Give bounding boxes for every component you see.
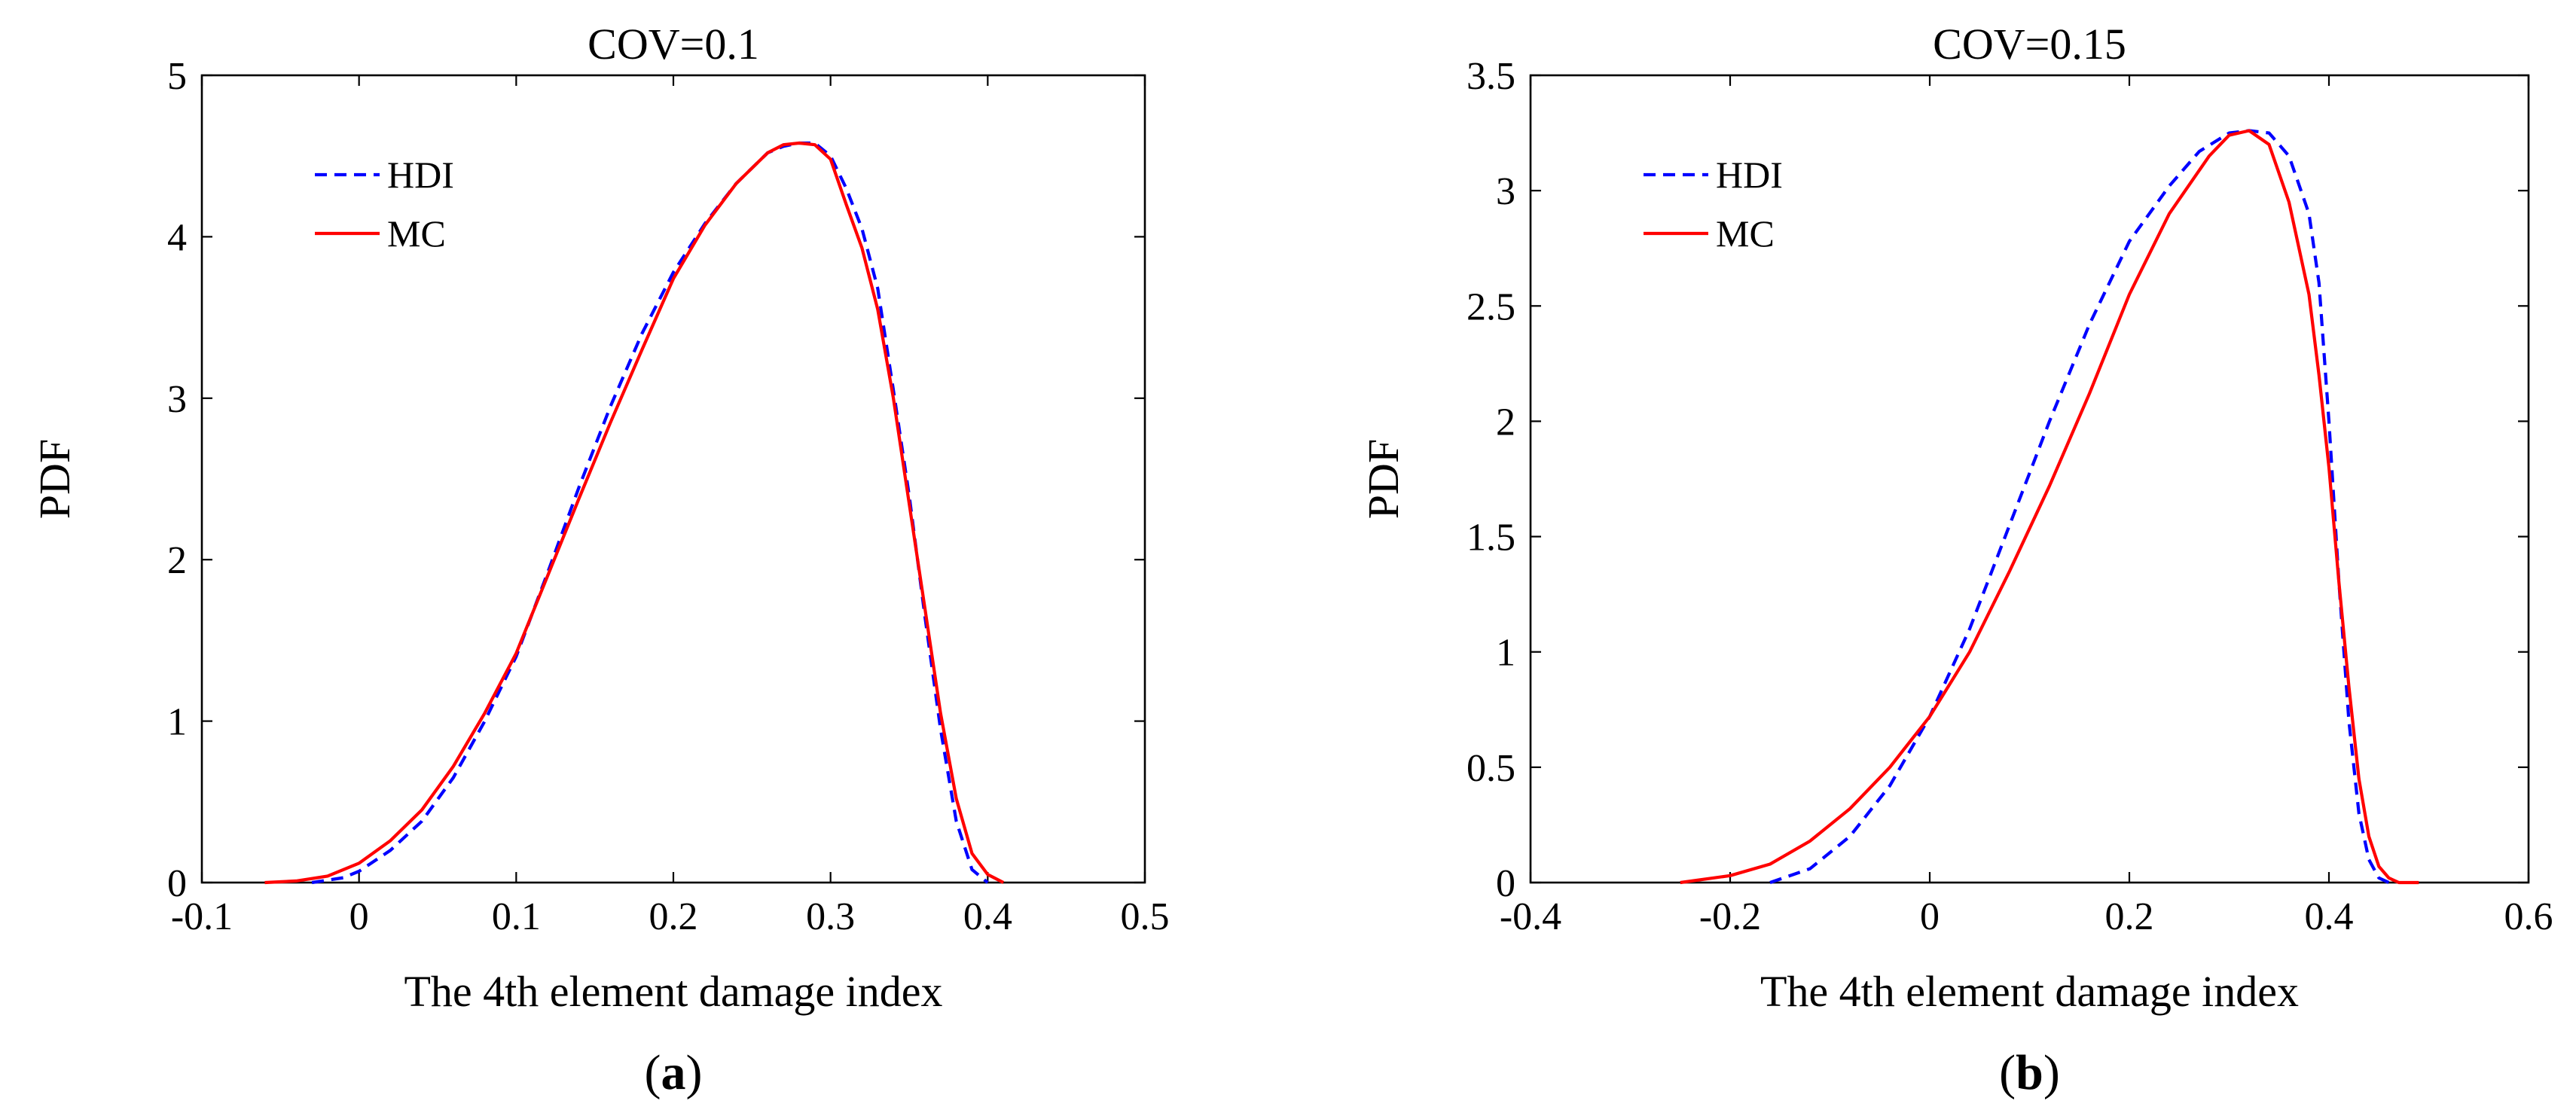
legend-label-hdi: HDI — [1716, 154, 1783, 196]
legend-label-mc: MC — [1716, 212, 1775, 255]
plot-area — [200, 74, 1146, 884]
y-tick-label: 1.5 — [1467, 517, 1515, 560]
chart-title: COV=0.1 — [588, 20, 759, 69]
y-tick-label: 2 — [167, 539, 187, 582]
x-tick-label: 0.3 — [806, 895, 855, 938]
y-tick-label: 3 — [167, 378, 187, 421]
y-tick-label: 3.5 — [1467, 55, 1515, 98]
legend-label-mc: MC — [387, 212, 446, 255]
series-layer — [264, 141, 1005, 885]
y-tick-label: 5 — [167, 55, 187, 98]
chart-title: COV=0.15 — [1933, 20, 2126, 69]
x-tick-label: 0 — [349, 895, 369, 938]
y-tick-label: 0 — [1496, 862, 1515, 905]
panel-letter: a — [661, 1045, 686, 1100]
x-tick-label: 0 — [1920, 895, 1940, 938]
legend-label-hdi: HDI — [387, 154, 454, 196]
y-tick-label: 1 — [1496, 632, 1515, 675]
x-axis-label: The 4th element damage index — [1760, 967, 2299, 1016]
series-layer — [1680, 129, 2419, 885]
x-axis: -0.4 -0.2 0 0.2 0.4 0.6 — [1500, 75, 2553, 938]
y-tick-label: 0 — [167, 862, 187, 905]
y-tick-label: 3 — [1496, 170, 1515, 213]
y-tick-label: 4 — [167, 216, 187, 259]
y-axis: 0 1 2 3 4 5 — [167, 55, 1145, 905]
chart-panel-b: COV=0.15 -0.4 -0.2 0 0.2 0.4 0.6 0 0.5 1 1.5 2 2.5… — [1359, 20, 2553, 1100]
x-tick-label: 0.5 — [1121, 895, 1170, 938]
y-tick-label: 2.5 — [1467, 285, 1515, 328]
legend: HDI MC — [315, 154, 454, 255]
x-tick-label: 0.4 — [2305, 895, 2354, 938]
series-line-hdi — [1769, 129, 2390, 884]
x-tick-label: -0.1 — [171, 895, 233, 938]
panel-caption: (b) — [1999, 1045, 2060, 1100]
y-tick-label: 0.5 — [1467, 747, 1515, 790]
panel-caption: (a) — [645, 1045, 703, 1100]
x-tick-label: 0.4 — [963, 895, 1012, 938]
legend: HDI MC — [1644, 154, 1783, 255]
panel-letter: b — [2016, 1045, 2043, 1100]
y-axis-label: PDF — [1359, 439, 1408, 519]
x-tick-label: 0.1 — [492, 895, 541, 938]
x-tick-label: -0.2 — [1699, 895, 1761, 938]
x-tick-label: 0.2 — [649, 895, 698, 938]
x-tick-label: -0.4 — [1500, 895, 1561, 938]
y-tick-label: 2 — [1496, 401, 1515, 444]
y-axis: 0 0.5 1 1.5 2 2.5 3 3.5 — [1467, 55, 2529, 905]
y-tick-label: 1 — [167, 701, 187, 744]
x-axis: -0.1 0 0.1 0.2 0.3 0.4 0.5 — [171, 75, 1170, 938]
x-axis-label: The 4th element damage index — [404, 967, 942, 1016]
series-line-mc — [1680, 129, 2419, 885]
x-tick-label: 0.6 — [2504, 895, 2553, 938]
plot-area — [1529, 74, 2530, 884]
y-axis-label: PDF — [30, 439, 79, 519]
series-line-mc — [264, 141, 1005, 885]
x-tick-label: 0.2 — [2105, 895, 2154, 938]
